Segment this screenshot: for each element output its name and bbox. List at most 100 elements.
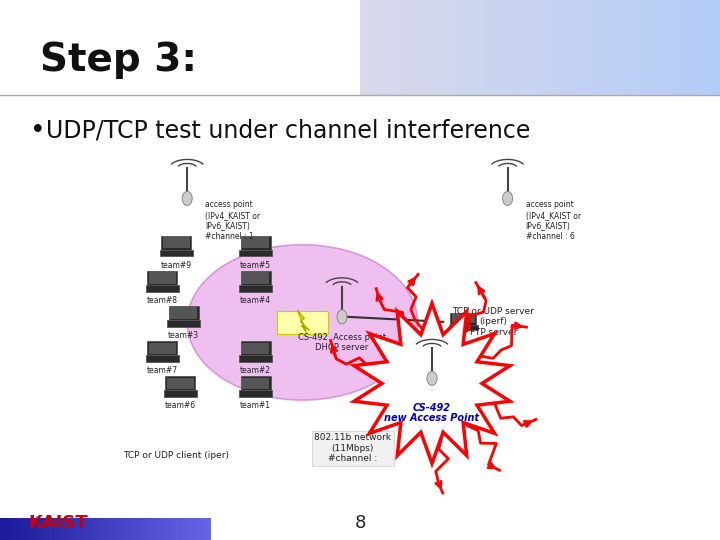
Bar xyxy=(242,377,269,389)
Bar xyxy=(145,355,179,362)
Text: TCP or UDP server
(iperf)
FTP server: TCP or UDP server (iperf) FTP server xyxy=(452,307,534,336)
Polygon shape xyxy=(354,303,510,463)
Bar xyxy=(450,0,460,95)
Bar xyxy=(711,0,720,95)
Bar xyxy=(239,355,272,362)
Bar xyxy=(165,376,195,390)
Bar xyxy=(441,0,451,95)
Bar xyxy=(148,272,176,284)
Bar xyxy=(594,0,604,95)
Text: 8: 8 xyxy=(354,514,366,532)
Bar xyxy=(277,311,328,334)
Bar xyxy=(261,0,271,95)
Bar xyxy=(17,518,22,540)
Bar xyxy=(45,0,55,95)
Bar xyxy=(459,0,469,95)
Polygon shape xyxy=(297,310,310,333)
Ellipse shape xyxy=(503,192,513,205)
Bar xyxy=(207,0,217,95)
Text: team#8: team#8 xyxy=(146,296,178,305)
Bar xyxy=(189,0,199,95)
Bar xyxy=(148,342,176,354)
Bar xyxy=(240,341,271,355)
Text: •: • xyxy=(30,118,45,144)
Bar xyxy=(122,518,127,540)
Bar xyxy=(9,518,14,540)
Bar xyxy=(92,518,98,540)
Bar xyxy=(549,0,559,95)
Bar xyxy=(369,0,379,95)
Bar xyxy=(63,518,68,540)
Bar xyxy=(89,518,94,540)
Bar xyxy=(360,0,370,95)
Bar xyxy=(151,518,156,540)
Bar xyxy=(242,342,269,354)
Bar xyxy=(432,0,442,95)
Bar xyxy=(603,0,613,95)
Bar xyxy=(449,325,477,330)
Bar xyxy=(72,0,82,95)
Text: KAIST: KAIST xyxy=(28,514,88,532)
Bar xyxy=(198,0,208,95)
Bar xyxy=(163,237,190,248)
Text: CS-492: CS-492 xyxy=(413,403,451,414)
Bar xyxy=(486,0,496,95)
Bar xyxy=(59,518,64,540)
Text: CS-492  Access point
DHCP server: CS-492 Access point DHCP server xyxy=(298,333,386,352)
Bar xyxy=(126,518,131,540)
Bar xyxy=(324,0,334,95)
Bar xyxy=(240,235,271,250)
Bar xyxy=(414,0,424,95)
Bar xyxy=(37,518,43,540)
Bar xyxy=(90,0,100,95)
Ellipse shape xyxy=(427,372,437,386)
Bar xyxy=(504,0,514,95)
Bar xyxy=(144,0,154,95)
Bar xyxy=(468,0,478,95)
Bar xyxy=(351,0,361,95)
Bar xyxy=(4,518,9,540)
Bar xyxy=(423,0,433,95)
Bar xyxy=(451,314,474,323)
Bar xyxy=(126,0,136,95)
Bar xyxy=(50,518,55,540)
Bar xyxy=(206,518,211,540)
Bar xyxy=(270,0,280,95)
Bar xyxy=(76,518,81,540)
Bar xyxy=(176,518,181,540)
Bar xyxy=(117,518,123,540)
Bar xyxy=(239,390,272,397)
Bar xyxy=(657,0,667,95)
Text: team#6: team#6 xyxy=(164,401,196,410)
Bar xyxy=(153,0,163,95)
Bar xyxy=(108,0,118,95)
Bar xyxy=(81,0,91,95)
Bar xyxy=(156,518,161,540)
Bar xyxy=(0,0,10,95)
Bar xyxy=(18,0,28,95)
Bar xyxy=(9,0,19,95)
Bar xyxy=(197,518,202,540)
Bar xyxy=(36,0,46,95)
Bar xyxy=(181,518,186,540)
Bar xyxy=(147,271,177,285)
Bar xyxy=(193,518,199,540)
Bar xyxy=(252,0,262,95)
Bar xyxy=(189,518,194,540)
Bar xyxy=(96,518,102,540)
Bar xyxy=(306,0,316,95)
Bar xyxy=(160,518,165,540)
Text: access point
(IPv4_KAIST or
IPv6_KAIST)
#channel : 1: access point (IPv4_KAIST or IPv6_KAIST) … xyxy=(205,200,261,241)
Bar xyxy=(42,518,48,540)
Text: team#4: team#4 xyxy=(240,296,271,305)
Bar xyxy=(378,0,388,95)
Bar xyxy=(171,0,181,95)
Text: team#7: team#7 xyxy=(146,366,178,375)
Bar xyxy=(639,0,649,95)
Bar xyxy=(297,0,307,95)
Bar xyxy=(342,0,352,95)
Bar xyxy=(13,518,18,540)
Ellipse shape xyxy=(187,245,418,400)
Bar xyxy=(63,0,73,95)
Bar xyxy=(202,518,207,540)
